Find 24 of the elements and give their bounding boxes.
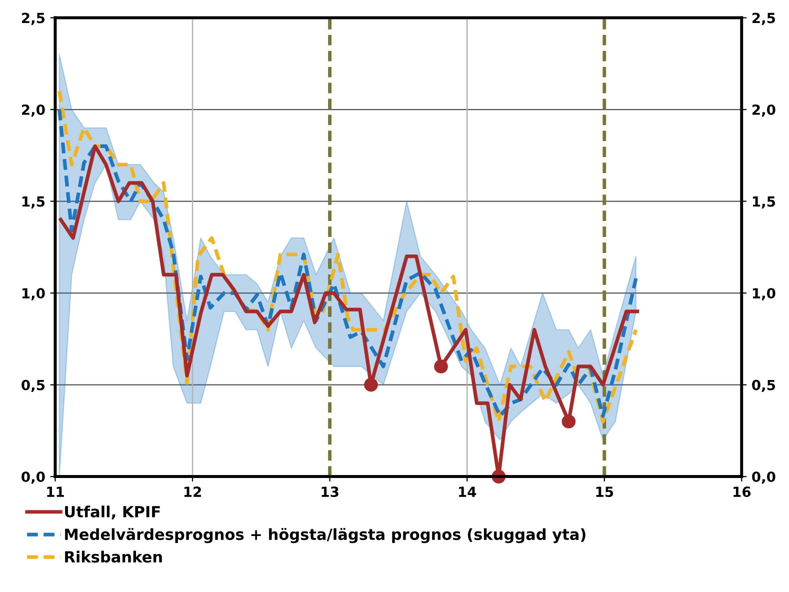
y-tick-label: 2,5 xyxy=(22,12,45,26)
legend-label: Medelvärdesprognos + högsta/lägsta prognos (skuggad yta) xyxy=(65,528,586,544)
legend-label: Riksbanken xyxy=(65,550,162,563)
x-tick-label: 16 xyxy=(734,486,751,498)
y-tick-label: 1,5 xyxy=(22,196,45,209)
point xyxy=(364,378,378,392)
point xyxy=(434,360,448,374)
x-tick-label: 11 xyxy=(47,486,64,497)
y-tick-label: 1,0 xyxy=(22,288,45,300)
y-tick-label: 2,0 xyxy=(22,104,45,117)
x-tick-label: 14 xyxy=(458,486,476,497)
y-tick-label: 0,0 xyxy=(22,472,45,484)
y2-tick-label: 2,5 xyxy=(752,12,776,26)
y2-tick-label: 1,0 xyxy=(752,288,776,300)
y-tick-label: 0,5 xyxy=(22,380,45,392)
point xyxy=(562,414,576,428)
y2-tick-label: 0,5 xyxy=(752,380,776,392)
y2-tick-label: 2,0 xyxy=(752,104,776,117)
x-tick-label: 15 xyxy=(596,486,614,498)
x-tick-label: 13 xyxy=(322,486,338,498)
y2-tick-label: 0,0 xyxy=(752,472,776,484)
x-tick-label: 12 xyxy=(184,486,201,497)
y2-tick-label: 1,5 xyxy=(752,196,776,209)
legend-label: Utfall, KPIF xyxy=(65,506,160,520)
